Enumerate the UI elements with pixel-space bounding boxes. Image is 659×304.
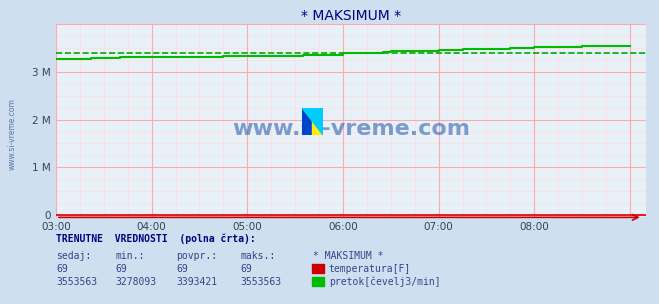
Text: temperatura[F]: temperatura[F]	[329, 264, 411, 274]
Text: 69: 69	[115, 264, 127, 274]
Text: maks.:: maks.:	[241, 251, 275, 261]
Text: 3553563: 3553563	[241, 277, 281, 287]
Title: * MAKSIMUM *: * MAKSIMUM *	[301, 9, 401, 23]
Bar	[312, 108, 323, 135]
Text: TRENUTNE  VREDNOSTI  (polna črta):: TRENUTNE VREDNOSTI (polna črta):	[56, 233, 256, 244]
Bar	[302, 108, 312, 135]
Text: 69: 69	[56, 264, 68, 274]
Text: 3553563: 3553563	[56, 277, 97, 287]
Text: www.si-vreme.com: www.si-vreme.com	[232, 119, 470, 139]
Text: 3278093: 3278093	[115, 277, 156, 287]
Text: www.si-vreme.com: www.si-vreme.com	[8, 98, 17, 170]
Text: min.:: min.:	[115, 251, 145, 261]
Text: 69: 69	[241, 264, 252, 274]
Text: * MAKSIMUM *: * MAKSIMUM *	[313, 251, 384, 261]
Polygon shape	[302, 108, 323, 135]
Text: povpr.:: povpr.:	[177, 251, 217, 261]
Text: 3393421: 3393421	[177, 277, 217, 287]
Text: pretok[čevelj3/min]: pretok[čevelj3/min]	[329, 277, 440, 287]
Text: sedaj:: sedaj:	[56, 251, 91, 261]
Text: 69: 69	[177, 264, 188, 274]
